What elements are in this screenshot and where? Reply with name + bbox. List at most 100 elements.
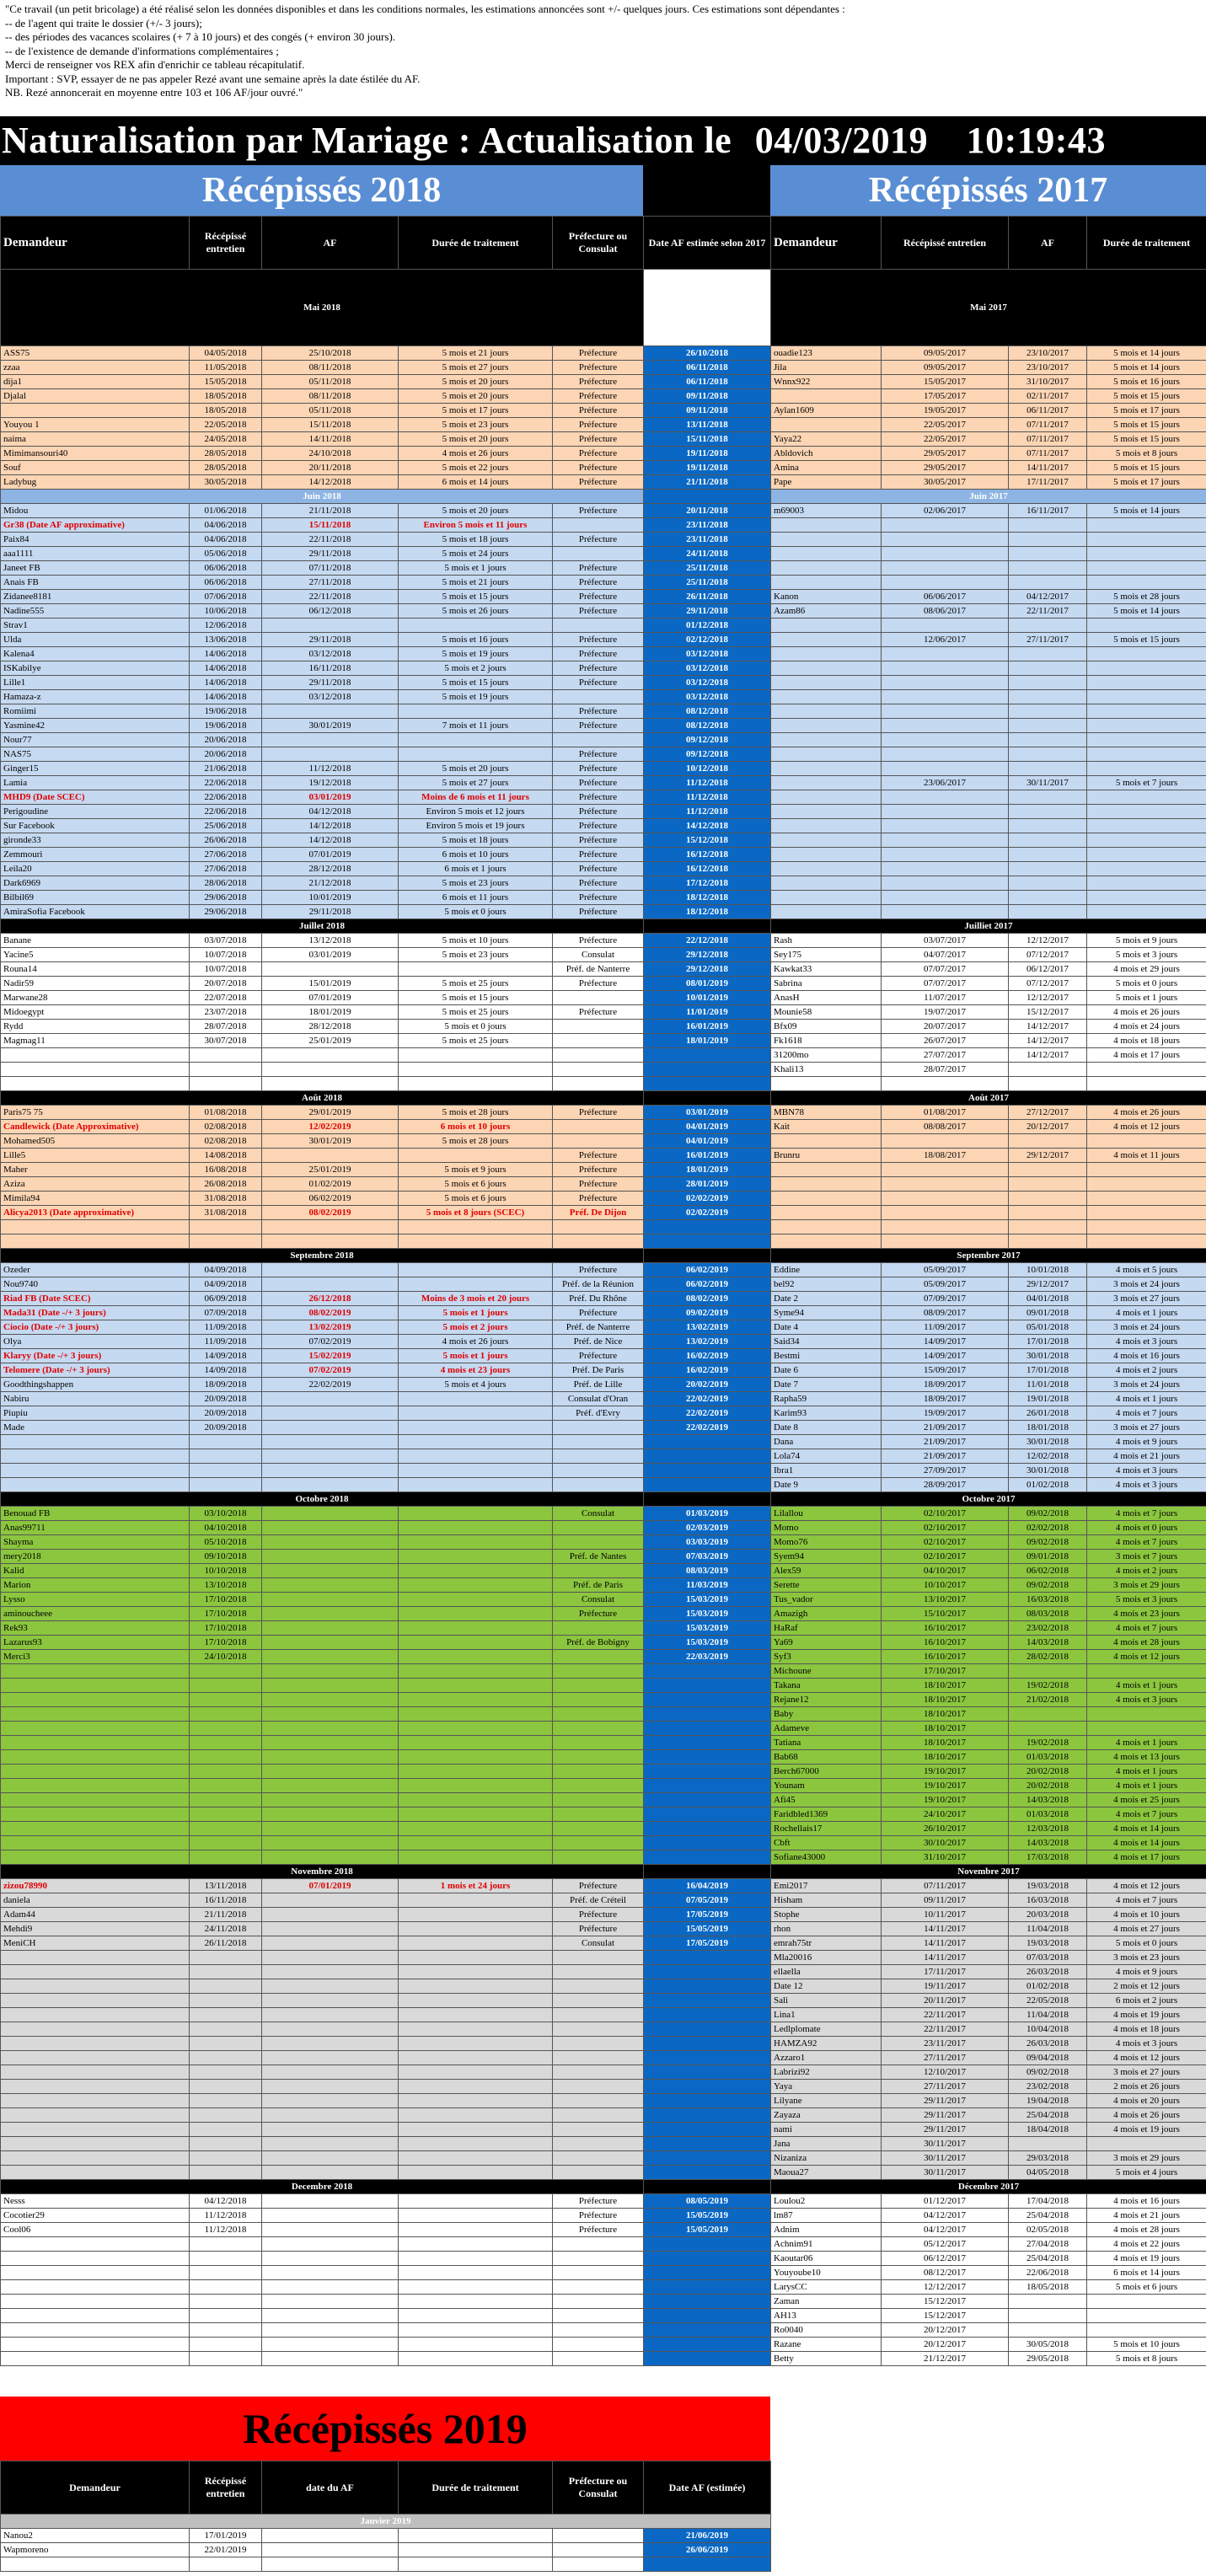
cell-2018-af-date bbox=[261, 1807, 399, 1822]
cell-2018-af-date bbox=[261, 2265, 399, 2280]
cell-2017-receipt-date: 09/11/2017 bbox=[881, 1893, 1009, 1908]
cell-2018-applicant: MHD9 (Date SCEC) bbox=[0, 790, 190, 805]
cell-2018-duration bbox=[398, 1477, 553, 1492]
cell-2017-applicant: Date 6 bbox=[770, 1363, 882, 1378]
cell-2018-receipt-date: 04/12/2018 bbox=[189, 2193, 262, 2209]
cell-2017-af-date: 06/11/2017 bbox=[1008, 403, 1087, 418]
cell-2018-receipt-date: 29/06/2018 bbox=[189, 904, 262, 919]
table-row: Octobre 2018 Octobre 2017 bbox=[0, 1492, 1206, 1507]
cell-estimated-af bbox=[643, 1047, 771, 1063]
cell-2017-receipt-date: 21/12/2017 bbox=[881, 2351, 1009, 2366]
cell-2017-receipt-date: 19/07/2017 bbox=[881, 1004, 1009, 1020]
cell-estimated-af: 15/03/2019 bbox=[643, 1620, 771, 1636]
cell-2018-af-date: 07/01/2019 bbox=[261, 990, 399, 1005]
cell-2017-af-date: 01/03/2018 bbox=[1008, 1807, 1087, 1822]
cell-2018-duration: 5 mois et 6 jours bbox=[398, 1176, 553, 1192]
cell-2018-af-date bbox=[261, 1234, 399, 1249]
cell-2018-receipt-date: 11/09/2018 bbox=[189, 1334, 262, 1349]
cell-2017-duration: 5 mois et 8 jours bbox=[1086, 2351, 1206, 2366]
cell-2017-duration: 5 mois et 17 jours bbox=[1086, 403, 1206, 418]
header-2018-cell: Demandeur bbox=[0, 216, 190, 270]
cell-2017-applicant: Ya69 bbox=[770, 1635, 882, 1650]
cell-2018-applicant: aaa1111 bbox=[0, 546, 190, 561]
cell-2017-duration: 5 mois et 9 jours bbox=[1086, 933, 1206, 948]
cell-2018-af-date: 07/02/2019 bbox=[261, 1363, 399, 1378]
table-row: Baby 18/10/2017 bbox=[0, 1706, 1206, 1722]
cell-2018-duration bbox=[398, 1663, 553, 1679]
cell-2018-applicant: Aziza bbox=[0, 1176, 190, 1192]
cell-2017-applicant: LarysCC bbox=[770, 2279, 882, 2295]
cell-2018-duration bbox=[398, 1964, 553, 1979]
cell-2018-af-date bbox=[261, 1534, 399, 1550]
cell-2018-prefecture bbox=[552, 1019, 644, 1034]
cell-2018-receipt-date: 12/06/2018 bbox=[189, 618, 262, 633]
cell-2017-applicant bbox=[770, 804, 882, 819]
cell-2018-duration bbox=[398, 1993, 553, 2008]
cell-2018-receipt-date: 19/06/2018 bbox=[189, 704, 262, 719]
month-header-2018: Juillet 2018 bbox=[0, 918, 644, 934]
table-row: Labrizi92 12/10/2017 09/02/2018 3 mois et 2… bbox=[0, 2065, 1206, 2080]
cell-2017-duration bbox=[1086, 661, 1206, 676]
cell-2018-duration bbox=[398, 1749, 553, 1765]
month-header-2018: Juin 2018 bbox=[0, 489, 644, 504]
table-row: Lina1 22/11/2017 11/04/2018 4 mois et 19 jo… bbox=[0, 2007, 1206, 2022]
cell-2018-prefecture bbox=[552, 546, 644, 561]
cell-2018-duration bbox=[398, 2136, 553, 2151]
cell-2018-af-date: 06/12/2018 bbox=[261, 603, 399, 619]
cell-2017-af-date: 05/01/2018 bbox=[1008, 1320, 1087, 1335]
cell-2017-af-date: 14/03/2018 bbox=[1008, 1635, 1087, 1650]
cell-2017-receipt-date: 29/11/2017 bbox=[881, 2093, 1009, 2108]
cell-2018-af-date bbox=[261, 2193, 399, 2209]
cell-2018-prefecture: Préf. De Paris bbox=[552, 1363, 644, 1378]
table-row: Adam44 21/11/2018 Préfecture 17/05/2019 Stop… bbox=[0, 1907, 1206, 1922]
table-row: NAS75 20/06/2018 Préfecture 09/12/2018 bbox=[0, 747, 1206, 762]
cell-2017-applicant: Cbft bbox=[770, 1835, 882, 1850]
cell-2017-af-date bbox=[1008, 833, 1087, 848]
cell-2017-receipt-date: 02/10/2017 bbox=[881, 1549, 1009, 1564]
cell-2017-duration bbox=[1086, 675, 1206, 690]
cell-2018-prefecture: Préfecture bbox=[552, 2222, 644, 2237]
cell-2018-prefecture: Consulat d'Oran bbox=[552, 1391, 644, 1406]
cell-estimated-af: 15/05/2019 bbox=[643, 2208, 771, 2223]
cell-2018-receipt-date: 03/10/2018 bbox=[189, 1506, 262, 1521]
cell-2017-af-date bbox=[1008, 876, 1087, 891]
cell-2017-receipt-date: 29/05/2017 bbox=[881, 446, 1009, 461]
cell-2018-applicant: Mehdi9 bbox=[0, 1921, 190, 1936]
cell-2018-prefecture: Préf. de Nice bbox=[552, 1334, 644, 1349]
cell-2018-duration bbox=[398, 747, 553, 762]
cell-2018-receipt-date: 18/05/2018 bbox=[189, 388, 262, 404]
cell-estimated-af: 26/10/2018 bbox=[643, 345, 771, 361]
cell-2017-duration: 3 mois et 27 jours bbox=[1086, 1291, 1206, 1306]
table-row: Ladybug 30/05/2018 14/12/2018 6 mois et 14 … bbox=[0, 474, 1206, 490]
cell-estimated-af: 22/03/2019 bbox=[643, 1649, 771, 1664]
cell-2017-af-date: 16/03/2018 bbox=[1008, 1893, 1087, 1908]
cell-2017-receipt-date: 19/05/2017 bbox=[881, 403, 1009, 418]
cell-2018-applicant bbox=[0, 1835, 190, 1850]
cell-2017-receipt-date: 12/06/2017 bbox=[881, 632, 1009, 647]
cell-estimated-af: 16/12/2018 bbox=[643, 847, 771, 862]
cell-2018-duration bbox=[398, 2322, 553, 2338]
cell-2017-receipt-date: 18/10/2017 bbox=[881, 1735, 1009, 1750]
cell-2017-af-date: 07/11/2017 bbox=[1008, 417, 1087, 432]
cell-2017-receipt-date: 30/11/2017 bbox=[881, 2165, 1009, 2180]
cell-2018-receipt-date: 10/07/2018 bbox=[189, 961, 262, 977]
cell-2017-af-date bbox=[1008, 661, 1087, 676]
cell-2017-duration: 4 mois et 26 jours bbox=[1086, 2107, 1206, 2123]
cell-2018-applicant bbox=[0, 1706, 190, 1722]
cell-2018-receipt-date bbox=[189, 2065, 262, 2080]
cell-2017-af-date: 19/04/2018 bbox=[1008, 2093, 1087, 2108]
cell-2017-af-date: 17/01/2018 bbox=[1008, 1363, 1087, 1378]
cell-2017-applicant: ellaella bbox=[770, 1964, 882, 1979]
cell-2018-prefecture: Préfecture bbox=[552, 374, 644, 389]
cell-2017-duration bbox=[1086, 1162, 1206, 1177]
cell-2017-duration bbox=[1086, 904, 1206, 919]
cell-2018-applicant: ASS75 bbox=[0, 345, 190, 361]
cell-2018-applicant: Ladybug bbox=[0, 474, 190, 490]
cell-estimated-af bbox=[643, 2065, 771, 2080]
cell-2018-prefecture bbox=[552, 1764, 644, 1779]
cell-2017-duration: 4 mois et 29 jours bbox=[1086, 961, 1206, 977]
cell-2018-receipt-date: 22/07/2018 bbox=[189, 990, 262, 1005]
cell-2019 bbox=[398, 2557, 553, 2572]
table-row: Adameve 18/10/2017 bbox=[0, 1721, 1206, 1736]
cell-2018-duration bbox=[398, 1592, 553, 1607]
